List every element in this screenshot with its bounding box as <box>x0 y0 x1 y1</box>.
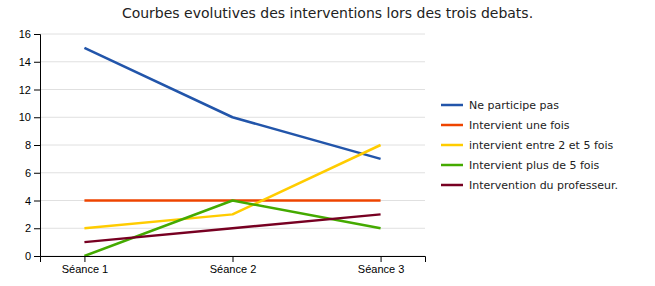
tick-label: 14 <box>19 56 31 68</box>
tick-mark <box>34 34 40 35</box>
legend-item: intervient entre 2 et 5 fois <box>441 139 614 152</box>
grid-line <box>40 61 425 62</box>
tick: 8 <box>25 139 40 151</box>
legend-item: Intervention du professeur. <box>441 179 618 192</box>
legend-item: Intervient plus de 5 fois <box>441 159 600 172</box>
tick: 10 <box>19 111 40 123</box>
tick-label: Séance 1 <box>62 263 108 275</box>
tick-label: 8 <box>25 139 31 151</box>
legend: Ne participe pas Intervient une fois inter… <box>441 99 618 192</box>
legend-item: Intervient une fois <box>441 119 570 132</box>
legend-item: Ne participe pas <box>441 99 559 112</box>
grid-line <box>40 145 425 146</box>
tick-mark <box>34 201 40 202</box>
tick-label: 16 <box>19 28 31 40</box>
lines <box>84 48 380 256</box>
title: Courbes evolutives des interventions lor… <box>122 5 533 21</box>
x-axis: Séance 1 Séance 2 Séance 3 <box>41 256 426 275</box>
tick-label: 4 <box>25 195 31 207</box>
tick-mark <box>34 173 40 174</box>
tick: Séance 3 <box>358 256 404 275</box>
tick-mark <box>84 256 85 262</box>
tick: Séance 1 <box>62 256 108 275</box>
axis-line <box>34 35 41 257</box>
legend-swatch <box>441 144 463 147</box>
tick-label: Séance 2 <box>210 263 256 275</box>
tick-mark <box>34 90 40 91</box>
legend-label: Intervient une fois <box>469 119 570 132</box>
tick-mark <box>233 256 234 262</box>
tick-label: 6 <box>25 167 31 179</box>
grid-line <box>40 34 425 35</box>
grid-line <box>40 172 425 173</box>
legend-swatch <box>441 124 463 127</box>
plot: 0 2 4 6 8 10 12 14 16 Séance 1 Séance 2 Séance 3 <box>19 28 426 275</box>
grid <box>40 34 425 256</box>
axis-line <box>41 257 426 263</box>
tick-label: 2 <box>25 222 31 234</box>
tick-label: 0 <box>25 250 31 262</box>
tick: 14 <box>19 56 40 68</box>
tick-mark <box>34 256 40 257</box>
tick: Séance 2 <box>210 256 256 275</box>
grid-line <box>40 89 425 90</box>
tick: 0 <box>25 250 40 262</box>
legend-label: Intervention du professeur. <box>469 179 618 192</box>
tick-label: 10 <box>19 111 31 123</box>
series-line <box>84 214 380 242</box>
tick-mark <box>34 145 40 146</box>
legend-swatch <box>441 164 463 167</box>
legend-swatch <box>441 104 463 107</box>
legend-swatch <box>441 184 463 187</box>
tick: 12 <box>19 84 40 96</box>
tick-mark <box>34 62 40 63</box>
tick-label: 12 <box>19 84 31 96</box>
tick: 6 <box>25 167 40 179</box>
y-axis: 0 2 4 6 8 10 12 14 16 <box>19 28 41 262</box>
tick-mark <box>34 117 40 118</box>
tick-mark <box>34 228 40 229</box>
tick-label: Séance 3 <box>358 263 404 275</box>
legend-label: intervient entre 2 et 5 fois <box>469 139 614 152</box>
legend-label: Intervient plus de 5 fois <box>469 159 600 172</box>
series-line <box>84 48 380 159</box>
legend-label: Ne participe pas <box>469 99 559 112</box>
series-line <box>84 201 380 257</box>
chart: Courbes evolutives des interventions lor… <box>0 0 655 286</box>
series-line <box>84 145 380 228</box>
tick: 2 <box>25 222 40 234</box>
tick: 4 <box>25 195 40 207</box>
tick: 16 <box>19 28 40 40</box>
tick-mark <box>381 256 382 262</box>
